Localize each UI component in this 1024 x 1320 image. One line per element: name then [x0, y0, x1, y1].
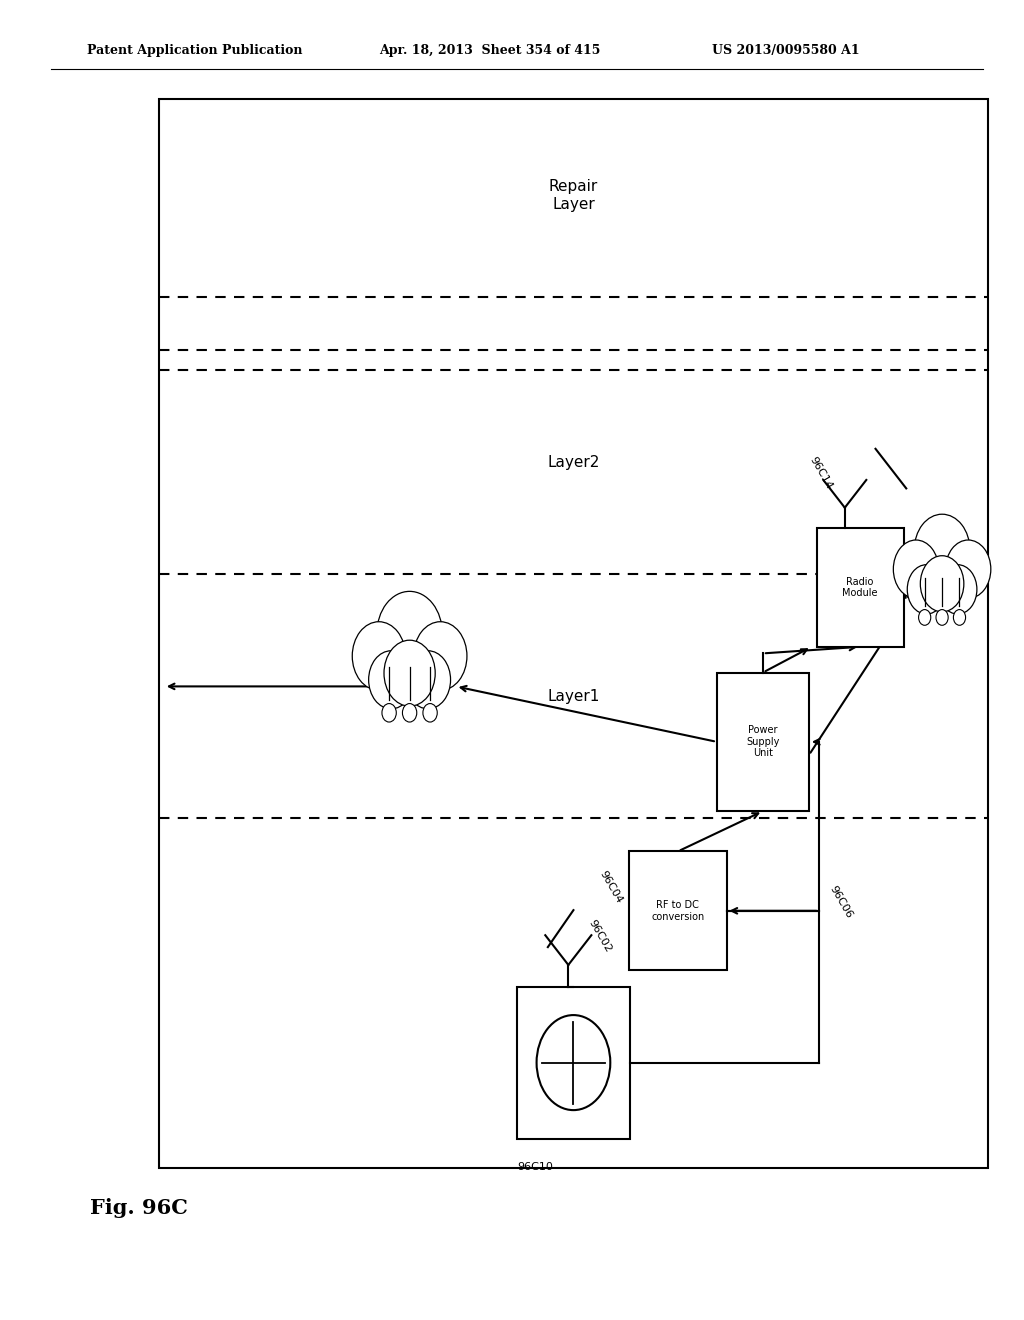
- Bar: [817, 528, 903, 647]
- Circle shape: [945, 540, 991, 598]
- Circle shape: [377, 591, 442, 676]
- Circle shape: [369, 651, 414, 709]
- Text: Power
Supply
Unit: Power Supply Unit: [746, 725, 779, 759]
- Text: RF to DC
conversion: RF to DC conversion: [651, 900, 705, 921]
- Circle shape: [384, 640, 435, 706]
- Circle shape: [907, 565, 945, 614]
- Text: Layer1: Layer1: [547, 689, 600, 705]
- Circle shape: [402, 704, 417, 722]
- Text: US 2013/0095580 A1: US 2013/0095580 A1: [712, 44, 859, 57]
- Text: 96C04: 96C04: [597, 869, 625, 906]
- Text: Repair
Layer: Repair Layer: [549, 180, 598, 211]
- Text: Patent Application Publication: Patent Application Publication: [87, 44, 302, 57]
- Text: Layer2: Layer2: [547, 454, 600, 470]
- Circle shape: [893, 540, 939, 598]
- Bar: [159, 99, 988, 1168]
- Text: Radio
Module: Radio Module: [843, 577, 878, 598]
- Text: 96C06: 96C06: [827, 884, 854, 920]
- Circle shape: [423, 704, 437, 722]
- Circle shape: [921, 556, 964, 611]
- Circle shape: [914, 515, 970, 586]
- Text: Fig. 96C: Fig. 96C: [90, 1197, 188, 1218]
- Text: Apr. 18, 2013  Sheet 354 of 415: Apr. 18, 2013 Sheet 354 of 415: [379, 44, 600, 57]
- Circle shape: [953, 610, 966, 626]
- Text: 96C02: 96C02: [587, 917, 613, 953]
- Circle shape: [406, 651, 451, 709]
- Text: 96C14: 96C14: [808, 455, 835, 491]
- Circle shape: [352, 622, 406, 690]
- Circle shape: [936, 610, 948, 626]
- Text: 96C10: 96C10: [517, 1162, 553, 1172]
- Bar: [717, 672, 809, 810]
- Bar: [629, 851, 727, 970]
- Circle shape: [939, 565, 977, 614]
- Circle shape: [414, 622, 467, 690]
- Bar: [517, 987, 630, 1138]
- Circle shape: [382, 704, 396, 722]
- Circle shape: [919, 610, 931, 626]
